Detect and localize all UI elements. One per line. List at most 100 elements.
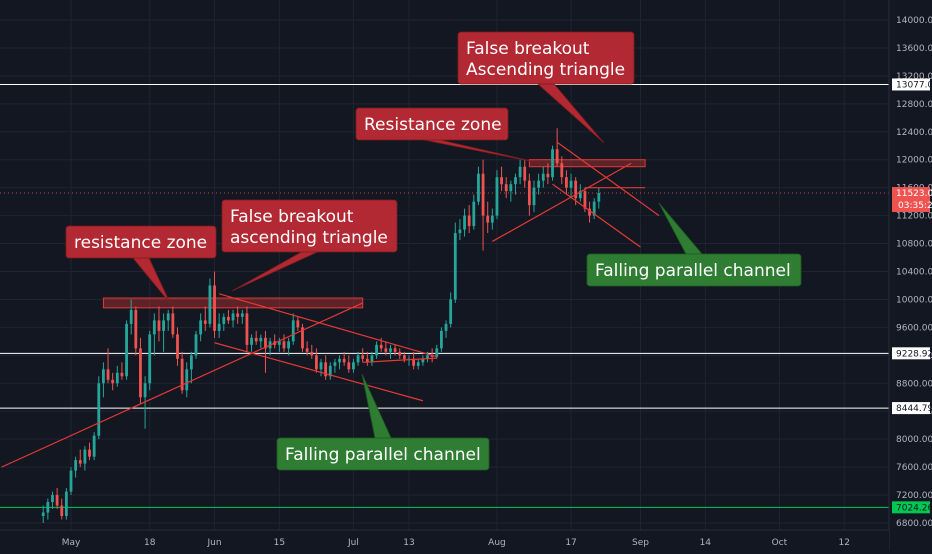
candle-body (69, 470, 73, 492)
candle-body (435, 348, 439, 357)
y-tick-label: 9600.00 (896, 323, 932, 333)
candle-body (227, 316, 230, 321)
trendline (362, 357, 437, 363)
candle-body (426, 355, 429, 359)
x-tick-label: Jun (206, 538, 221, 548)
candlestick-series (41, 128, 601, 523)
trendline (492, 162, 632, 242)
y-tick-label: 12000.00 (896, 156, 932, 166)
candle-body (440, 330, 443, 349)
candle-body (421, 358, 425, 363)
candle-body (588, 208, 591, 216)
candle-body (64, 491, 68, 517)
candle-body (444, 323, 448, 331)
y-tick-label: 7200.00 (896, 491, 932, 501)
candle-body (291, 320, 295, 342)
callout-box (276, 437, 490, 471)
candle-body (157, 320, 161, 331)
candle-body (495, 177, 499, 216)
candle-body (92, 435, 96, 457)
candle-body (532, 187, 536, 206)
candle-body (565, 177, 568, 188)
candle-body (282, 341, 286, 349)
candle-body (125, 323, 128, 377)
candle-body (60, 505, 64, 517)
candle-body (287, 341, 291, 349)
candle-body (171, 313, 175, 335)
candle-body (352, 362, 355, 370)
y-tick-label: 12800.00 (896, 100, 932, 110)
candle-body (486, 215, 490, 223)
candle-body (472, 201, 476, 227)
candle-body (555, 149, 559, 164)
callout-box (355, 107, 509, 141)
candle-body (143, 383, 147, 398)
candle-body (88, 449, 91, 457)
candle-body (139, 348, 142, 398)
candle-body (518, 166, 522, 178)
callout-text: Ascending triangle (466, 60, 625, 80)
candle-body (217, 323, 221, 331)
candle-body (97, 383, 101, 436)
price-line-label: 7024.26 (896, 503, 932, 513)
countdown-label: 03:35:24 (898, 201, 932, 211)
candle-body (296, 320, 300, 328)
trendline (556, 141, 660, 217)
candle-body (305, 348, 309, 352)
y-tick-label: 12400.00 (896, 128, 932, 138)
candle-body (402, 355, 406, 359)
y-tick-label: 14000.00 (896, 16, 932, 26)
y-axis: 14000.00 13600.00 13200.00 12800.00 12400.00… (888, 0, 932, 550)
candle-body (504, 184, 508, 192)
candle-body (514, 177, 517, 185)
callout-green: Falling parallel channel (276, 373, 490, 471)
trendline (1, 302, 363, 468)
candle-body (453, 233, 457, 300)
y-tick-label: 10400.00 (896, 268, 932, 278)
candle-body (259, 337, 263, 342)
current-price-label: 11523.06 (896, 189, 932, 199)
y-tick-label: 6800.00 (896, 519, 932, 529)
candle-body (41, 512, 45, 517)
candle-body (463, 215, 466, 230)
y-tick-label: 13200.00 (896, 72, 932, 82)
callout-box (457, 31, 635, 85)
candle-body (560, 163, 564, 178)
candle-body (347, 362, 351, 370)
candle-body (500, 177, 503, 185)
candle-body (111, 379, 115, 384)
callout-text: Falling parallel channel (595, 261, 791, 281)
trendline (214, 342, 424, 402)
current-price-label-bg (892, 187, 930, 213)
candle-body (574, 180, 578, 199)
candle-body (115, 372, 119, 384)
candle-body (583, 191, 587, 209)
candle-body (203, 320, 207, 324)
candle-body (412, 358, 416, 366)
price-line-label-bg (892, 347, 930, 360)
price-line-label: 13077.03 (896, 80, 932, 90)
callout-box (65, 225, 217, 259)
horizontal-price-lines (0, 83, 889, 508)
y-tick-label: 8000.00 (896, 435, 932, 445)
candle-body (74, 460, 78, 471)
candle-body (78, 460, 82, 464)
x-tick-label: 14 (700, 538, 712, 548)
candle-body (240, 313, 244, 317)
candle-body (55, 495, 59, 506)
callout-green: Falling parallel channel (586, 202, 802, 287)
candle-body (375, 344, 378, 356)
callout-red: Resistance zone (355, 107, 541, 164)
x-tick-label: Jul (347, 538, 359, 548)
candle-body (365, 358, 369, 363)
candle-body (597, 193, 601, 202)
trendlines (1, 141, 660, 468)
candle-body (333, 362, 337, 366)
candle-body (458, 229, 462, 234)
candle-body (51, 495, 54, 503)
callout-text: ascending triangle (230, 228, 388, 248)
candle-body (152, 320, 156, 335)
trendline (218, 293, 437, 358)
